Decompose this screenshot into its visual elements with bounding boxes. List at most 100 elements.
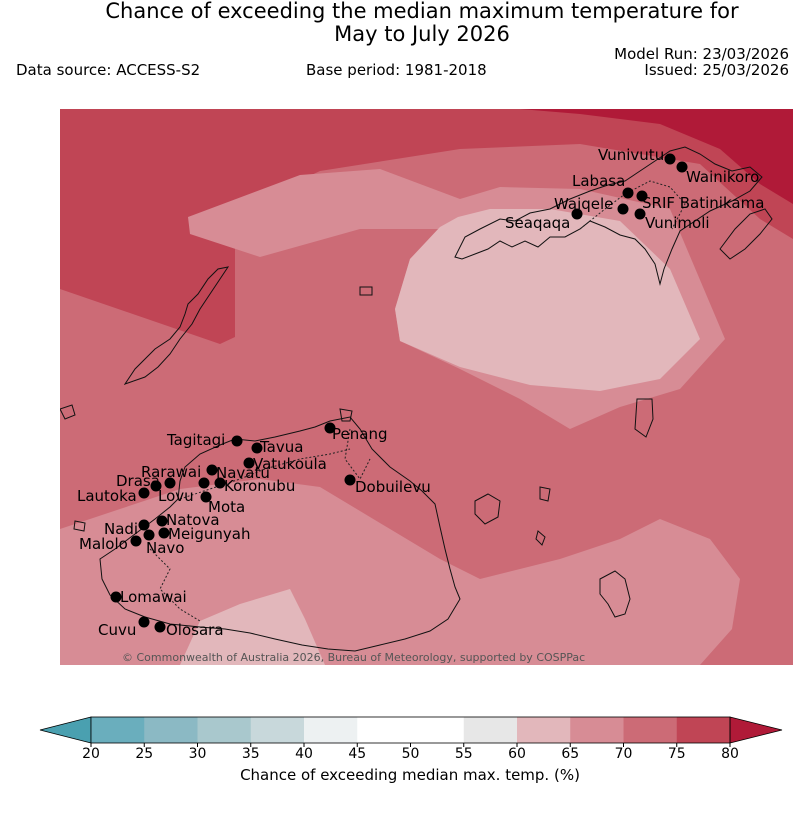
station-marker <box>231 435 243 447</box>
station-marker <box>206 464 218 476</box>
town-label-seaqaqa: Seaqaqa <box>505 214 570 232</box>
colorbar-cell <box>357 717 411 743</box>
colorbar-tick-label: 20 <box>82 746 100 762</box>
colorbar-cell <box>463 717 518 743</box>
island-small-5 <box>339 408 353 422</box>
band-60-65 <box>395 209 700 391</box>
town-label-natova: Natova <box>166 511 220 529</box>
colorbar-title: Chance of exceeding median max. temp. (%… <box>240 766 580 784</box>
town-label-cuvu: Cuvu <box>98 621 136 639</box>
town-label-malolo: Malolo <box>79 535 128 553</box>
town-label-lomawai: Lomawai <box>120 588 187 606</box>
colorbar-tick-label: 40 <box>295 746 313 762</box>
station-marker <box>150 480 162 492</box>
colorbar-tick-label: 75 <box>668 746 686 762</box>
station-marker <box>324 422 336 434</box>
town-label-koronubu: Koronubu <box>224 477 295 495</box>
province-boundaries <box>149 180 686 622</box>
colorbar-cell <box>304 717 358 743</box>
station-marker <box>636 190 648 202</box>
colorbar-cell <box>410 717 465 743</box>
town-label-vunimoli: Vunimoli <box>645 214 710 232</box>
station-marker <box>154 621 166 633</box>
town-label-tavua: Tavua <box>259 438 303 456</box>
station-marker <box>200 491 212 503</box>
coastlines <box>60 146 773 652</box>
town-label-navo: Navo <box>146 539 184 557</box>
colorbar-cell <box>250 717 305 743</box>
station-marker <box>251 442 263 454</box>
colorbar-tick-label: 80 <box>721 746 739 762</box>
town-label-srif-batinikama: SRIF Batinikama <box>642 194 764 212</box>
colorbar-tick-label: 50 <box>402 746 420 762</box>
town-label-lovu: Lovu <box>158 487 194 505</box>
town-label-dobuilevu: Dobuilevu <box>355 478 431 496</box>
yasawa-coast <box>123 266 230 385</box>
town-label-wainikoro: Wainikoro <box>686 168 759 186</box>
colorbar: 20 25 30 35 40 45 50 55 60 65 70 75 80 <box>39 716 783 762</box>
town-label-waiqele: Waiqele <box>554 195 613 213</box>
station-marker <box>130 535 142 547</box>
station-marker <box>243 457 255 469</box>
town-label-navatu: Navatu <box>216 464 270 482</box>
colorbar-tick-label: 65 <box>561 746 579 762</box>
colorbar-tick-label: 35 <box>242 746 260 762</box>
colorbar-tick-label: 60 <box>508 746 526 762</box>
colorbar-tick-label: 25 <box>135 746 153 762</box>
issued-date: Issued: 25/03/2026 <box>644 61 789 79</box>
station-marker <box>344 474 356 486</box>
beqa-coast <box>535 530 546 546</box>
town-label-nadi: Nadi <box>104 520 138 538</box>
town-label-tagitagi: Tagitagi <box>166 431 225 449</box>
town-label-rarawai: Rarawai <box>141 463 201 481</box>
colorbar-tick-label: 45 <box>348 746 366 762</box>
colorbar-cell <box>517 717 571 743</box>
viti-levu-province-line-1 <box>179 448 351 500</box>
colorbar-tick-label: 55 <box>455 746 473 762</box>
town-label-vunivutu: Vunivutu <box>598 146 664 164</box>
kadavu-coast <box>599 570 631 618</box>
station-markers <box>110 153 688 633</box>
station-labels: Vunivutu Wainikoro Labasa SRIF Batinikam… <box>77 146 764 639</box>
viti-levu-coast <box>99 416 461 652</box>
town-label-lautoka: Lautoka <box>77 487 137 505</box>
station-marker <box>143 529 155 541</box>
station-marker <box>676 161 688 173</box>
station-marker <box>110 591 122 603</box>
station-marker <box>138 487 150 499</box>
town-label-olosara: Olosara <box>166 621 224 639</box>
colorbar-ticks: 20 25 30 35 40 45 50 55 60 65 70 75 80 <box>82 743 739 762</box>
probability-map[interactable]: Vunivutu Wainikoro Labasa SRIF Batinikam… <box>60 109 793 665</box>
title-line-2: May to July 2026 <box>334 22 510 46</box>
station-marker <box>198 477 210 489</box>
station-marker <box>138 616 150 628</box>
band-over-80 <box>520 109 793 204</box>
colorbar-cell <box>623 717 678 743</box>
band-60-65-south <box>180 589 325 665</box>
island-small-3 <box>60 404 76 420</box>
colorbar-tick-label: 70 <box>615 746 633 762</box>
station-marker <box>164 477 176 489</box>
colorbar-cells <box>91 717 731 743</box>
town-label-meigunyah: Meigunyah <box>168 525 250 543</box>
colorbar-cell <box>144 717 198 743</box>
station-marker <box>571 208 583 220</box>
colorbar-cell <box>676 717 731 743</box>
copyright-notice: © Commonwealth of Australia 2026, Bureau… <box>122 651 585 664</box>
map-title: Chance of exceeding the median maximum t… <box>0 0 804 46</box>
vanua-levu-province-line <box>579 180 686 230</box>
town-label-labasa: Labasa <box>572 172 625 190</box>
colorbar-cell <box>570 717 624 743</box>
title-line-1: Chance of exceeding the median maximum t… <box>105 0 739 23</box>
colorbar-under-triangle <box>39 716 92 744</box>
base-period: Base period: 1981-2018 <box>306 61 487 79</box>
island-small-1 <box>359 286 373 296</box>
town-label-penang: Penang <box>332 425 387 443</box>
station-marker <box>138 519 150 531</box>
station-marker <box>622 187 634 199</box>
ovalau-coast <box>474 493 501 525</box>
taveuni-coast <box>719 208 773 260</box>
vanua-levu-coast <box>454 146 763 286</box>
colorbar-tick-label: 30 <box>189 746 207 762</box>
koro-coast <box>634 398 654 438</box>
